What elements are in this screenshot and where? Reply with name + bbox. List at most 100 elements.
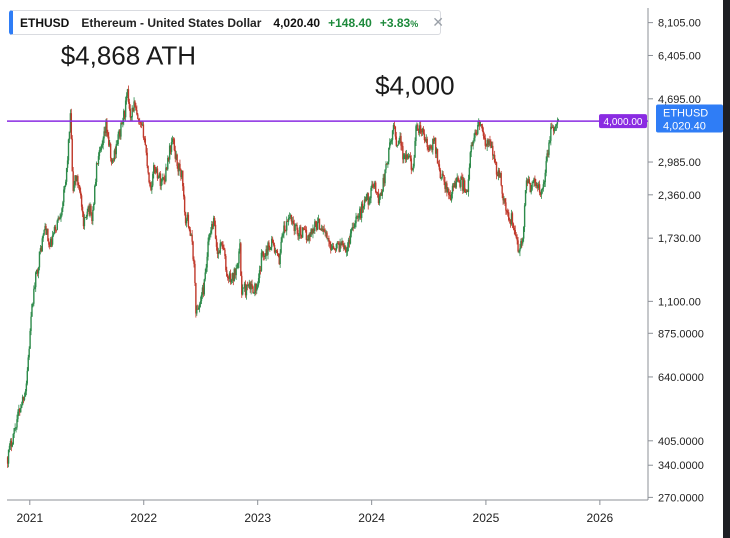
candle-up	[347, 239, 350, 247]
candle-up	[397, 144, 399, 146]
candle-down	[500, 173, 502, 186]
candle-down	[112, 159, 115, 161]
candle-up	[421, 128, 424, 133]
level-badge-background	[599, 114, 647, 129]
candle-down	[495, 162, 498, 175]
candle-down	[535, 182, 537, 187]
header-symbol[interactable]: ETHUSD	[20, 15, 70, 30]
candle-up	[322, 229, 324, 231]
candle-down	[214, 224, 217, 239]
candle-down	[290, 215, 293, 222]
candle-up	[217, 251, 220, 254]
candle-up	[197, 307, 200, 310]
candle-up	[531, 183, 533, 190]
candle-up	[330, 247, 333, 250]
candle-down	[508, 219, 511, 221]
candlestick-series	[6, 85, 560, 468]
candle-down	[462, 178, 464, 191]
candle-up	[254, 283, 256, 294]
candle-down	[402, 146, 404, 160]
candle-down	[364, 199, 367, 201]
candle-up	[298, 234, 300, 237]
candle-up	[468, 167, 471, 180]
candle-up	[447, 189, 449, 192]
candle-down	[174, 150, 176, 159]
symbol-header[interactable]: ETHUSD Ethereum - United States Dollar 4…	[9, 10, 444, 35]
candle-up	[186, 214, 189, 220]
candle-down	[417, 125, 419, 130]
y-tick-label: 2,360.00	[658, 190, 701, 202]
candle-down	[304, 229, 307, 231]
candle-up	[301, 227, 304, 238]
candle-up	[8, 445, 11, 450]
candle-up	[167, 157, 169, 170]
candle-down	[444, 181, 446, 189]
candle-down	[471, 144, 473, 146]
candle-down	[296, 225, 298, 230]
candle-up	[122, 121, 124, 124]
candle-down	[164, 179, 166, 182]
candle-down	[179, 163, 181, 170]
candle-down	[464, 192, 467, 193]
x-axis[interactable]: 2021 2022 2023 2024 2025 2026	[16, 500, 614, 525]
candle-down	[490, 141, 492, 148]
header-instrument-name: Ethereum - United States Dollar	[81, 15, 262, 30]
candle-up	[256, 284, 259, 286]
candle-down	[193, 259, 195, 264]
candle-up	[210, 230, 212, 234]
candle-up	[493, 154, 495, 156]
candle-up	[102, 138, 104, 146]
candle-down	[482, 131, 485, 136]
candle-up	[549, 140, 551, 143]
candle-down	[90, 205, 92, 213]
close-icon[interactable]: ✕	[432, 14, 444, 30]
candle-up	[353, 226, 355, 228]
candle-up	[117, 134, 119, 145]
candle-up	[368, 200, 370, 205]
candle-up	[27, 357, 29, 371]
candle-down	[487, 140, 489, 145]
candle-up	[474, 132, 476, 138]
candle-down	[225, 255, 227, 271]
candle-up	[381, 191, 383, 196]
candle-down	[148, 172, 150, 183]
candle-up	[363, 199, 366, 207]
candle-up	[203, 279, 206, 295]
y-axis[interactable]: 8,105.00 6,405.00 4,695.00 2,985.00 2,360.00…	[648, 18, 704, 505]
candle-up	[460, 177, 462, 187]
candle-up	[271, 238, 273, 248]
y-tick-label: 6,405.00	[658, 50, 701, 62]
candle-up	[12, 433, 14, 445]
candle-down	[502, 193, 504, 201]
candle-down	[163, 177, 165, 180]
candle-down	[406, 154, 409, 159]
candle-down	[539, 192, 542, 195]
candle-up	[85, 216, 87, 218]
candle-up	[66, 160, 69, 168]
candle-up	[530, 189, 532, 193]
chart-plot-area[interactable]: $4,868 ATH $4,000	[6, 8, 649, 501]
candle-down	[194, 263, 196, 283]
candle-down	[434, 137, 437, 154]
candle-down	[457, 177, 459, 181]
x-tick-label: 2023	[244, 511, 271, 525]
candle-down	[426, 138, 428, 147]
candle-up	[231, 273, 234, 280]
candle-up	[68, 131, 71, 140]
candle-up	[25, 383, 28, 392]
candle-up	[95, 163, 98, 183]
candle-up	[206, 256, 208, 268]
candle-up	[283, 225, 285, 235]
candle-up	[64, 185, 66, 190]
candle-up	[282, 234, 284, 236]
candle-up	[243, 283, 246, 288]
candle-down	[10, 440, 13, 447]
candle-down	[411, 169, 413, 171]
candle-down	[376, 192, 379, 194]
candle-down	[360, 208, 362, 218]
candle-up	[161, 177, 163, 182]
candle-down	[109, 143, 112, 159]
candle-down	[483, 135, 486, 138]
candle-down	[91, 212, 93, 222]
